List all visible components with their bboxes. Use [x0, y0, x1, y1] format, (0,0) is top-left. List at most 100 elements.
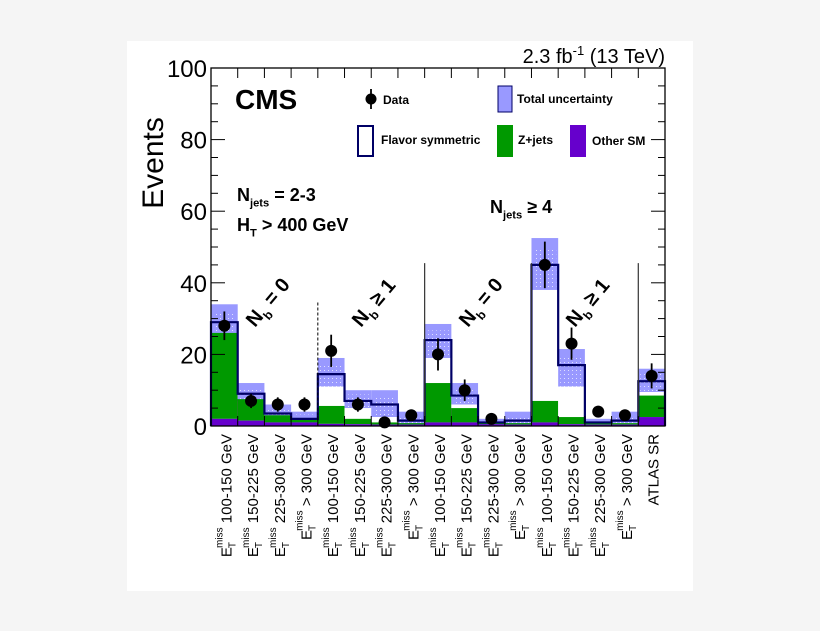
x-label-sub: T: [468, 542, 479, 548]
other-sm-bar: [291, 422, 318, 426]
x-label-sup: miss: [401, 510, 412, 531]
y-tick-label: 60: [180, 199, 207, 226]
x-label-range: > 300 GeV: [512, 434, 529, 510]
data-point: [405, 409, 418, 422]
x-label-range: 100-150 GeV: [432, 434, 449, 527]
x-category-label: ETmiss > 300 GeV: [508, 434, 532, 540]
bars-layer: [210, 238, 665, 426]
x-label-sup: miss: [455, 527, 466, 548]
x-category-label: ETmiss 100-150 GeV: [428, 434, 452, 557]
x-label-sup: miss: [588, 527, 599, 548]
data-point: [458, 384, 471, 397]
zjets-bar: [397, 423, 425, 425]
uncertainty-hatch: [373, 395, 396, 418]
x-label-sup: miss: [268, 527, 279, 548]
x-label-sub: T: [227, 542, 238, 548]
y-axis-label: Events: [137, 117, 170, 209]
x-label-e: E: [619, 530, 636, 540]
x-label-sup: miss: [428, 527, 439, 548]
x-label-sub: T: [414, 525, 425, 531]
x-category-label: ETmiss 225-300 GeV: [481, 434, 505, 557]
njets-low-annotation-rest: = 2-3: [269, 185, 316, 205]
x-label-range: > 300 GeV: [619, 434, 636, 510]
x-label-sup: miss: [615, 510, 626, 531]
ht-cut-annotation-rest: > 400 GeV: [257, 215, 349, 235]
x-category-label: ETmiss 100-150 GeV: [535, 434, 559, 557]
x-label-sub: T: [575, 542, 586, 548]
legend-uncertainty-label: Total uncertainty: [517, 92, 613, 106]
x-label-range: 225-300 GeV: [592, 434, 609, 527]
other-sm-bar: [531, 422, 559, 426]
nb1-annotation-low: Nb ≥ 1: [348, 275, 403, 334]
x-label-range: 150-225 GeV: [352, 434, 369, 527]
zjets-bar: [558, 417, 585, 425]
legend: Data Total uncertainty Flavor symmetric Z+j…: [357, 85, 645, 157]
other-sm-bar: [504, 424, 532, 426]
zjets-bar: [638, 395, 665, 418]
x-label-e: E: [432, 547, 449, 557]
x-label-sub: T: [494, 542, 505, 548]
x-category-label: ETmiss 150-225 GeV: [455, 434, 479, 557]
x-label-e: E: [298, 530, 315, 540]
njets-low-annotation-sub: jets: [249, 197, 269, 209]
x-label-sub: T: [254, 542, 265, 548]
x-label-range: 100-150 GeV: [325, 434, 342, 527]
other-sm-bar: [584, 424, 612, 426]
other-sm-bar: [264, 422, 292, 426]
data-points: [218, 241, 658, 429]
lumi-unit-sup: -1: [573, 43, 585, 58]
other-sm-bar: [211, 418, 238, 426]
x-label-range: 100-150 GeV: [539, 434, 556, 527]
x-label-sub: T: [334, 542, 345, 548]
zjets-bar: [531, 400, 559, 423]
x-label-sub: T: [388, 542, 399, 548]
data-point: [485, 412, 498, 425]
x-label-e: E: [459, 547, 476, 557]
zjets-bar: [611, 423, 639, 425]
x-label-sup: miss: [348, 527, 359, 548]
nb0-annotation-low-rest: = 0: [256, 274, 295, 314]
data-point: [298, 398, 311, 411]
data-point: [645, 369, 658, 382]
x-category-label: ETmiss 100-150 GeV: [214, 434, 238, 557]
x-label-sub: T: [441, 542, 452, 548]
data-point: [565, 337, 578, 350]
zjets-bar: [291, 418, 318, 423]
x-label-sup: miss: [508, 510, 519, 531]
x-label-range: ATLAS SR: [646, 434, 663, 506]
x-category-label: ETmiss > 300 GeV: [401, 434, 425, 540]
data-point: [271, 398, 284, 411]
njets-low-annotation: Njets = 2-3: [237, 185, 316, 209]
x-label-e: E: [485, 547, 502, 557]
x-label-sup: miss: [481, 527, 492, 548]
legend-data-marker: [365, 93, 377, 105]
x-label-range: > 300 GeV: [298, 434, 315, 510]
ht-cut-annotation-sub: T: [250, 227, 257, 239]
x-category-label: ETmiss 150-225 GeV: [241, 434, 265, 557]
data-point: [592, 405, 605, 418]
x-label-sup: miss: [562, 527, 573, 548]
njets-low-annotation-main: N: [237, 185, 250, 205]
legend-other-sm-label: Other SM: [592, 134, 645, 148]
x-label-sub: T: [548, 542, 559, 548]
nb1-annotation-low-rest: ≥ 1: [362, 275, 400, 315]
legend-other-sm-swatch: [570, 125, 586, 157]
x-label-sub: T: [601, 542, 612, 548]
x-label-range: 100-150 GeV: [218, 434, 235, 527]
y-tick-label: 100: [167, 56, 207, 83]
x-label-sub: T: [361, 542, 372, 548]
other-sm-bar: [424, 422, 452, 426]
other-sm-bar: [638, 417, 665, 426]
x-label-range: > 300 GeV: [405, 434, 422, 510]
lumi-label: 2.3 fb-1 (13 TeV): [523, 43, 665, 68]
nb0-annotation-high-rest: = 0: [469, 274, 508, 314]
x-label-range: 225-300 GeV: [379, 434, 396, 527]
y-tick-label: 80: [180, 128, 207, 155]
data-point: [432, 348, 444, 361]
legend-flavor-symmetric-swatch: [357, 125, 374, 157]
x-category-label: ETmiss > 300 GeV: [615, 434, 639, 540]
x-label-sup: miss: [375, 527, 386, 548]
ht-cut-annotation-main: H: [237, 215, 250, 235]
y-tick-label: 20: [180, 342, 207, 369]
other-sm-bar: [451, 422, 479, 426]
